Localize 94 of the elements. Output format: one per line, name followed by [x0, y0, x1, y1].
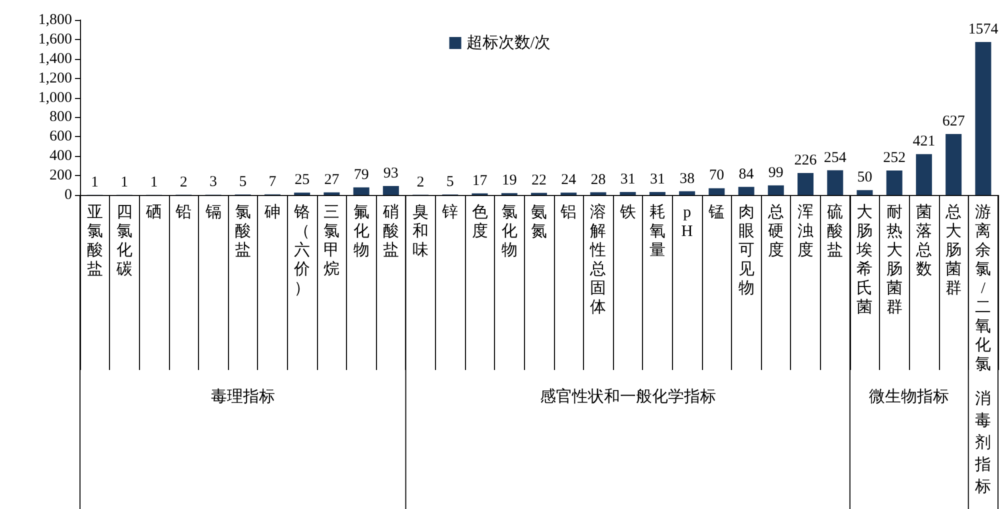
x-tick-label: 菌落总数	[914, 203, 932, 278]
y-tick-label: 1,600	[38, 31, 72, 48]
text: 毒理指标	[210, 388, 275, 406]
x-tick-label: 肉眼可见物	[738, 204, 754, 297]
x-tick-label: 氯酸盐	[234, 204, 251, 259]
bar	[916, 154, 932, 195]
x-tick-label: 耐热大肠菌群	[886, 204, 902, 316]
data-label: 50	[857, 170, 872, 186]
x-tick-label: 氟化物	[353, 204, 370, 259]
x-tick-label: 氨氮	[531, 204, 547, 240]
bar	[856, 190, 873, 195]
data-label: 79	[354, 166, 369, 183]
bar	[798, 173, 814, 195]
x-tick-label: 四氯化碳	[115, 204, 132, 278]
x-tick-label: 硒	[145, 204, 162, 221]
x-tick-label: 亚氯酸盐	[86, 204, 103, 278]
x-tick-label: 硫酸盐	[827, 203, 844, 259]
legend-label: 超标次数/次	[466, 34, 551, 52]
data-label: 24	[561, 172, 577, 188]
bar	[886, 170, 902, 195]
x-tick-label: 耗氧量	[649, 203, 666, 259]
data-label: 627	[942, 114, 966, 130]
data-label: 84	[738, 166, 754, 182]
x-tick-label: 三氯甲烷	[324, 204, 340, 278]
bar	[353, 187, 370, 195]
data-label: 70	[709, 168, 724, 184]
x-tick-label: 铁	[618, 204, 636, 221]
bar	[324, 192, 340, 195]
text: 感官性状和一般化学指标	[540, 388, 716, 406]
bar	[827, 170, 844, 195]
bar	[708, 188, 725, 195]
data-label: 7	[268, 174, 277, 190]
y-tick-label: 400	[50, 148, 72, 164]
x-tick-label: 砷	[263, 203, 280, 221]
y-tick-label: 1,800	[38, 12, 72, 28]
x-tick-label: 浑浊度	[798, 204, 814, 259]
text: 微生物指标	[869, 388, 950, 406]
x-tick-label: 臭和味	[412, 204, 429, 259]
data-label: 1	[91, 174, 99, 190]
bar	[382, 186, 399, 195]
data-label: 19	[502, 172, 517, 189]
data-label: 2	[180, 174, 188, 190]
bar	[768, 185, 784, 195]
data-label: 31	[650, 171, 665, 188]
y-tick-label: 200	[50, 168, 72, 184]
x-tick-label: 总硬度	[766, 203, 784, 259]
y-tick-label: 1,000	[38, 90, 72, 106]
category-label: 游离余氯/二氧化氯	[975, 204, 992, 373]
x-tick-label: 镉	[204, 204, 222, 221]
y-tick-label: 1,400	[38, 50, 72, 67]
data-label: 252	[883, 150, 906, 166]
x-tick-label: pH	[681, 204, 694, 240]
y-tick-label: 800	[50, 109, 72, 126]
x-tick-label: 大肠埃希氏菌	[856, 203, 873, 316]
data-label: 421	[912, 134, 936, 150]
bar	[679, 191, 696, 195]
text: 消毒剂指标	[974, 390, 992, 496]
bar	[590, 192, 606, 195]
data-label: 17	[472, 172, 488, 189]
data-label: 1	[120, 174, 128, 190]
x-tick-label: 溶解性总固体	[589, 203, 606, 316]
data-label: 1	[150, 174, 158, 190]
data-label: 93	[383, 165, 398, 182]
x-tick-label: 氯化物	[501, 204, 518, 259]
x-tick-label: 锰	[708, 204, 725, 221]
bar	[738, 186, 754, 195]
data-label: 5	[239, 174, 247, 190]
data-label: 31	[620, 171, 636, 188]
bar	[649, 192, 666, 195]
data-label: 1574	[968, 21, 999, 38]
data-label: 38	[680, 170, 695, 187]
y-tick-label: 600	[50, 128, 72, 145]
x-tick-label: 铬（六价）	[293, 204, 310, 297]
data-label: 25	[294, 172, 310, 188]
bar	[620, 192, 636, 195]
data-label: 22	[532, 172, 546, 188]
data-label: 28	[590, 172, 606, 188]
data-label: 254	[824, 150, 847, 166]
data-label: 3	[210, 174, 218, 190]
data-label: 226	[794, 152, 818, 169]
x-tick-label: 铝	[560, 204, 577, 221]
data-label: 2	[416, 174, 424, 190]
data-label: 99	[768, 164, 784, 181]
bar	[946, 134, 962, 195]
x-tick-label: 总大肠菌群	[944, 203, 962, 297]
x-tick-label: 色度	[472, 204, 488, 240]
bar	[975, 42, 992, 195]
x-tick-label: 铅	[174, 204, 192, 221]
data-label: 27	[324, 172, 340, 188]
x-tick-label: 锌	[441, 203, 458, 221]
y-tick-label: 0	[64, 187, 72, 203]
y-tick-label: 1,200	[38, 70, 72, 86]
x-tick-label: 硝酸盐	[382, 203, 399, 259]
data-label: 5	[446, 174, 454, 190]
